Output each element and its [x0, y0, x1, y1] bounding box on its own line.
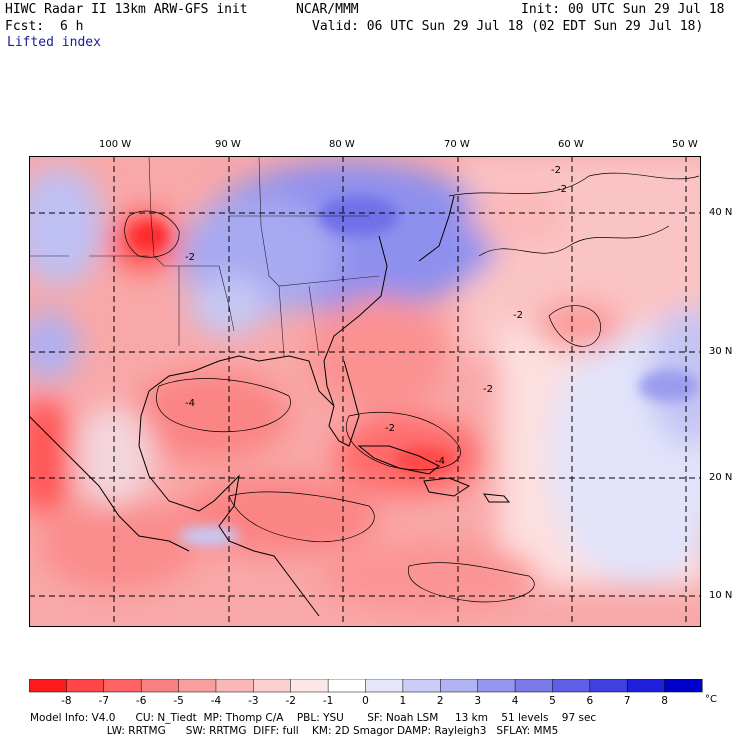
- colorbar-cell: [215, 679, 254, 693]
- colorbar-cell: [514, 679, 553, 693]
- contour-label: -2: [551, 165, 561, 176]
- map-frame: [29, 156, 701, 627]
- colorbar-cell: [253, 679, 292, 693]
- colorbar-cell: [440, 679, 479, 693]
- colorbar-cell: [477, 679, 516, 693]
- colorbar-tick-label: 8: [661, 695, 668, 707]
- lon-label-60w: 60 W: [558, 139, 584, 150]
- colorbar-cell: [29, 679, 67, 693]
- lifted-index-map: -2 -2 -2 -2 -4 -4 -2 -2: [29, 156, 701, 627]
- colorbar-cell: [178, 679, 217, 693]
- contour-lines: [124, 172, 700, 603]
- contour-label: -2: [483, 384, 493, 395]
- lat-label-40n: 40 N: [709, 207, 733, 218]
- model-info-line2: LW: RRTMG SW: RRTMG DIFF: full KM: 2D Sm…: [30, 725, 559, 737]
- lon-label-90w: 90 W: [215, 139, 241, 150]
- valid-time: Valid: 06 UTC Sun 29 Jul 18 (02 EDT Sun …: [312, 19, 704, 34]
- colorbar-tick-label: -2: [285, 695, 295, 707]
- lon-label-100w: 100 W: [99, 139, 132, 150]
- organization-label: NCAR/MMM: [296, 2, 359, 17]
- colorbar-cell: [365, 679, 404, 693]
- init-time: Init: 00 UTC Sun 29 Jul 18: [521, 2, 725, 17]
- shaded-field: -2 -2 -2 -2 -4 -4 -2 -2: [29, 156, 701, 627]
- lat-label-20n: 20 N: [709, 472, 733, 483]
- contour-label: -2: [513, 310, 523, 321]
- contour-label: -4: [185, 398, 195, 409]
- colorbar-cells: [29, 679, 703, 693]
- contour-label: -2: [557, 184, 567, 195]
- colorbar-cell: [103, 679, 142, 693]
- colorbar-cell: [290, 679, 329, 693]
- field-name: Lifted index: [7, 35, 101, 50]
- colorbar-cell: [140, 679, 180, 693]
- colorbar-tick-label: -7: [99, 695, 109, 707]
- forecast-label: Fcst:: [5, 19, 45, 34]
- contour-label: -2: [185, 252, 195, 263]
- colorbar-tick-label: -1: [323, 695, 333, 707]
- colorbar-tick-label: -3: [248, 695, 258, 707]
- colorbar-tick-label: 3: [474, 695, 481, 707]
- contour-label: -4: [435, 456, 445, 467]
- model-info-line1: Model Info: V4.0 CU: N_Tiedt MP: Thomp C…: [30, 712, 597, 724]
- lon-label-80w: 80 W: [329, 139, 355, 150]
- colorbar-ticks: -8 -7 -6 -5 -4 -3 -2 -1 0 1 2 3 4 5 6 7 8: [61, 695, 668, 707]
- model-title: HIWC Radar II 13km ARW-GFS init: [5, 2, 248, 17]
- colorbar-tick-label: -4: [211, 695, 222, 707]
- colorbar-tick-label: -5: [173, 695, 183, 707]
- colorbar-cell: [664, 679, 703, 693]
- colorbar-tick-label: 1: [400, 695, 407, 707]
- colorbar-tick-label: 7: [624, 695, 631, 707]
- colorbar-tick-label: 5: [549, 695, 556, 707]
- colorbar-cell: [327, 679, 367, 693]
- colorbar-cell: [66, 679, 105, 693]
- colorbar: -8 -7 -6 -5 -4 -3 -2 -1 0 1 2 3 4 5 6 7 8 °C: [29, 679, 717, 707]
- colorbar-cell: [626, 679, 666, 693]
- colorbar-tick-label: 0: [362, 695, 369, 707]
- colorbar-tick-label: 2: [437, 695, 444, 707]
- forecast-hour: 6 h: [60, 19, 84, 34]
- colorbar-cell: [589, 679, 628, 693]
- lon-label-50w: 50 W: [672, 139, 698, 150]
- colorbar-cell: [552, 679, 591, 693]
- contour-label-group: -2 -2 -2 -2 -4 -4 -2 -2: [185, 165, 567, 467]
- colorbar-cell: [402, 679, 441, 693]
- colorbar-unit: °C: [705, 694, 717, 705]
- lat-label-10n: 10 N: [709, 590, 733, 601]
- lat-label-30n: 30 N: [709, 346, 733, 357]
- graticule: [29, 156, 701, 627]
- coastlines: [29, 195, 511, 617]
- colorbar-tick-label: -8: [61, 695, 71, 707]
- lon-label-70w: 70 W: [444, 139, 470, 150]
- contour-label: -2: [385, 423, 395, 434]
- colorbar-tick-label: 6: [586, 695, 593, 707]
- colorbar-tick-label: 4: [512, 695, 519, 707]
- colorbar-tick-label: -6: [136, 695, 147, 707]
